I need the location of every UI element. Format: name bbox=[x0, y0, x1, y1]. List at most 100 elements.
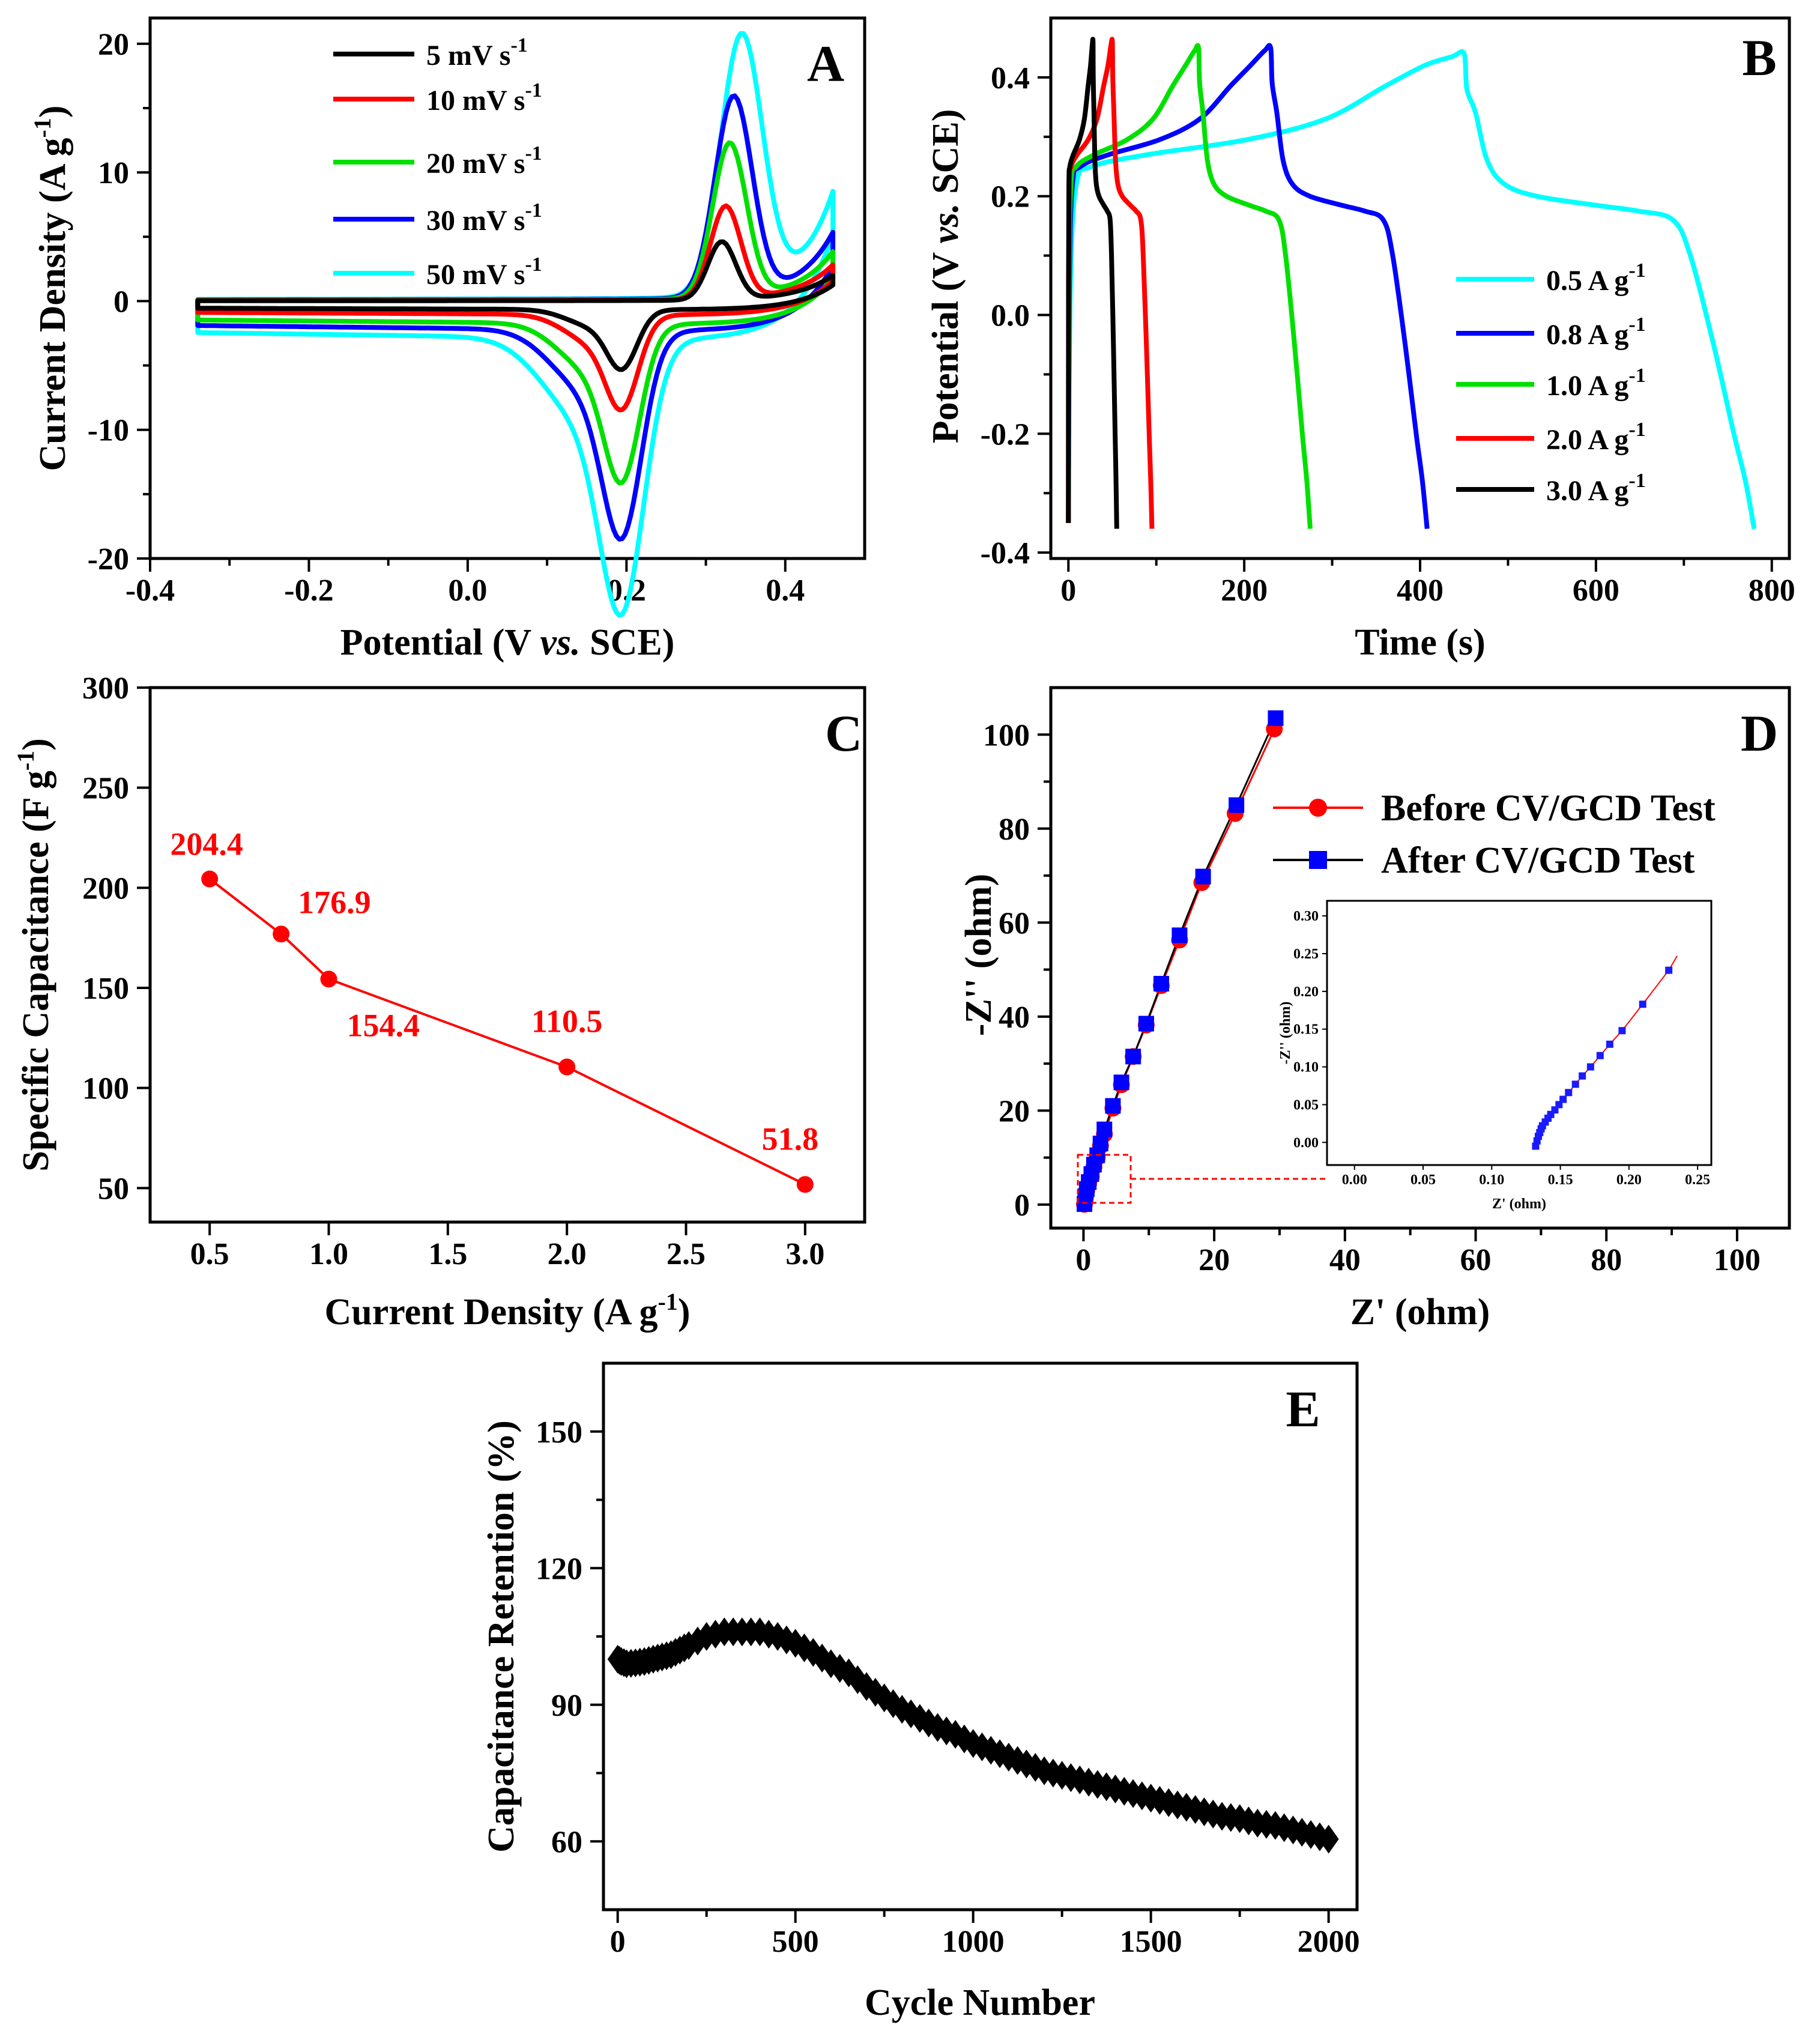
x-tick-label: 80 bbox=[1591, 1243, 1622, 1277]
panel-d-y-axis-title: -Z'' (ohm) bbox=[958, 874, 999, 1036]
panel-c-marks: 204.4 176.9 154.4 110.5 51.8 bbox=[170, 826, 818, 1193]
y-tick-label: 300 bbox=[82, 671, 129, 706]
nyquist-point-after bbox=[1195, 868, 1211, 885]
svg-text:20 mV s-1: 20 mV s-1 bbox=[426, 142, 542, 180]
nyquist-line-before bbox=[1083, 728, 1275, 1205]
x-tick-label: 0.4 bbox=[766, 574, 805, 608]
x-tick-label: 0.10 bbox=[1479, 1172, 1504, 1188]
svg-text:1.0 A g-1: 1.0 A g-1 bbox=[1546, 365, 1646, 402]
panel-b-label: B bbox=[1742, 29, 1776, 86]
capacitance-data-label: 154.4 bbox=[347, 1007, 420, 1043]
x-tick-label: 0.0 bbox=[448, 574, 487, 608]
x-tick-label: 0.00 bbox=[1342, 1172, 1367, 1188]
nyquist-point-after bbox=[1113, 1074, 1129, 1091]
y-tick-label: -20 bbox=[88, 542, 129, 577]
x-tick-label: 1.5 bbox=[428, 1237, 467, 1271]
x-tick-label: 20 bbox=[1199, 1243, 1230, 1277]
inset-frame bbox=[1326, 900, 1713, 1166]
panel-a-legend-item-50mv: 50 mV s-1 bbox=[333, 253, 542, 291]
panel-a-legend-item-5mv: 5 mV s-1 bbox=[333, 34, 528, 71]
panel-e-marks bbox=[607, 1617, 1339, 1854]
gcd-curve-1.0 bbox=[1066, 43, 1313, 529]
panel-c-x-axis-title: Current Density (A g-1) bbox=[324, 1288, 690, 1333]
cv-curve-5mv bbox=[195, 239, 836, 372]
nyquist-line-after bbox=[1083, 718, 1277, 1205]
inset-point bbox=[1565, 1089, 1573, 1097]
panel-a-legend-item-10mv: 10 mV s-1 bbox=[333, 79, 542, 117]
nyquist-point-after bbox=[1096, 1121, 1113, 1137]
panel-d-nyquist: 0 20 40 60 80 100 100 80 60 40 20 0 D Z' (ohm) -Z''… bbox=[958, 686, 1791, 1333]
nyquist-point-after bbox=[1172, 927, 1188, 943]
y-tick-label: 0 bbox=[1014, 1188, 1030, 1223]
x-tick-label: 3.0 bbox=[785, 1237, 824, 1271]
x-tick-label: 100 bbox=[1714, 1243, 1761, 1277]
nyquist-point-after bbox=[1268, 710, 1284, 726]
x-tick-label: 400 bbox=[1397, 574, 1444, 608]
inset-point bbox=[1596, 1052, 1604, 1059]
y-tick-label: 50 bbox=[98, 1172, 129, 1206]
panel-e-y-axis-title: Capacitance Retention (%) bbox=[481, 1420, 522, 1853]
panel-a-curves bbox=[195, 31, 836, 618]
panel-a-legend-item-20mv: 20 mV s-1 bbox=[333, 142, 542, 180]
panel-e-label: E bbox=[1286, 1380, 1320, 1438]
y-tick-label: 0.30 bbox=[1293, 909, 1319, 924]
inset-point bbox=[1579, 1072, 1586, 1080]
retention-point bbox=[1318, 1824, 1339, 1854]
panel-b-legend-item-0-8: 0.8 A g-1 bbox=[1456, 313, 1646, 351]
x-tick-label: 2.0 bbox=[548, 1237, 587, 1271]
y-tick-label: 0.15 bbox=[1293, 1022, 1319, 1038]
svg-text:2.0 A g-1: 2.0 A g-1 bbox=[1546, 419, 1646, 456]
panel-b-curves bbox=[1066, 37, 1757, 530]
capacitance-point bbox=[201, 870, 219, 888]
y-tick-label: -0.4 bbox=[981, 536, 1030, 571]
nyquist-point-after bbox=[1105, 1098, 1121, 1114]
y-tick-label: 0.25 bbox=[1293, 946, 1319, 962]
gcd-curve-3.0 bbox=[1066, 37, 1119, 529]
panel-d-frame bbox=[1049, 686, 1791, 1230]
panel-a-label: A bbox=[807, 35, 844, 92]
y-tick-label: 200 bbox=[82, 871, 129, 906]
panel-d-ticks: 0 20 40 60 80 100 100 80 60 40 20 0 bbox=[983, 718, 1761, 1277]
inset-point bbox=[1618, 1027, 1626, 1035]
capacitance-data-label: 204.4 bbox=[170, 826, 243, 862]
inset-marks bbox=[1532, 955, 1678, 1150]
inset-point bbox=[1665, 966, 1673, 974]
y-tick-label: 100 bbox=[983, 718, 1030, 752]
x-tick-label: 0.15 bbox=[1548, 1172, 1573, 1188]
capacitance-data-label: 176.9 bbox=[298, 884, 370, 920]
y-tick-label: 150 bbox=[536, 1415, 582, 1450]
x-tick-label: 200 bbox=[1221, 574, 1268, 608]
x-tick-label: 0.20 bbox=[1616, 1172, 1642, 1188]
inset-y-axis-title: -Z'' (ohm) bbox=[1278, 1002, 1293, 1065]
panel-b-y-axis-title: Potential (V vs. SCE) bbox=[925, 109, 966, 444]
y-tick-label: 10 bbox=[98, 156, 129, 190]
inset-point bbox=[1571, 1080, 1579, 1088]
x-tick-label: 1500 bbox=[1120, 1925, 1182, 1959]
panel-d-legend-item-after: After CV/GCD Test bbox=[1273, 840, 1695, 881]
svg-text:5 mV s-1: 5 mV s-1 bbox=[426, 34, 528, 71]
y-tick-label: 150 bbox=[82, 972, 129, 1006]
y-tick-label: 0 bbox=[113, 285, 129, 319]
x-tick-label: 0.5 bbox=[190, 1237, 229, 1271]
y-tick-label: -0.2 bbox=[981, 417, 1030, 452]
y-tick-label: 80 bbox=[999, 813, 1030, 847]
x-tick-label: 0.25 bbox=[1685, 1172, 1710, 1188]
panel-a-x-axis-title: Potential (V vs. SCE) bbox=[340, 622, 675, 663]
y-tick-label: 20 bbox=[999, 1094, 1030, 1128]
capacitance-data-label: 51.8 bbox=[762, 1121, 819, 1157]
nyquist-point-after bbox=[1092, 1136, 1108, 1152]
y-tick-label: 0.05 bbox=[1293, 1097, 1319, 1113]
nyquist-point-after bbox=[1229, 797, 1245, 813]
svg-text:Before CV/GCD Test: Before CV/GCD Test bbox=[1381, 788, 1716, 829]
panel-b-legend-item-1-0: 1.0 A g-1 bbox=[1456, 365, 1646, 402]
x-tick-label: 1000 bbox=[942, 1925, 1005, 1959]
y-tick-label: 60 bbox=[999, 906, 1030, 940]
y-tick-label: 0.10 bbox=[1293, 1060, 1319, 1076]
panel-e-cycling: 0 500 1000 1500 2000 150 120 90 60 E Cycle Numbe… bbox=[481, 1361, 1360, 2023]
x-tick-label: 40 bbox=[1329, 1243, 1361, 1277]
panel-d-label: D bbox=[1741, 704, 1778, 762]
panel-b-x-axis-title: Time (s) bbox=[1355, 622, 1486, 663]
x-tick-label: 0 bbox=[610, 1925, 626, 1959]
